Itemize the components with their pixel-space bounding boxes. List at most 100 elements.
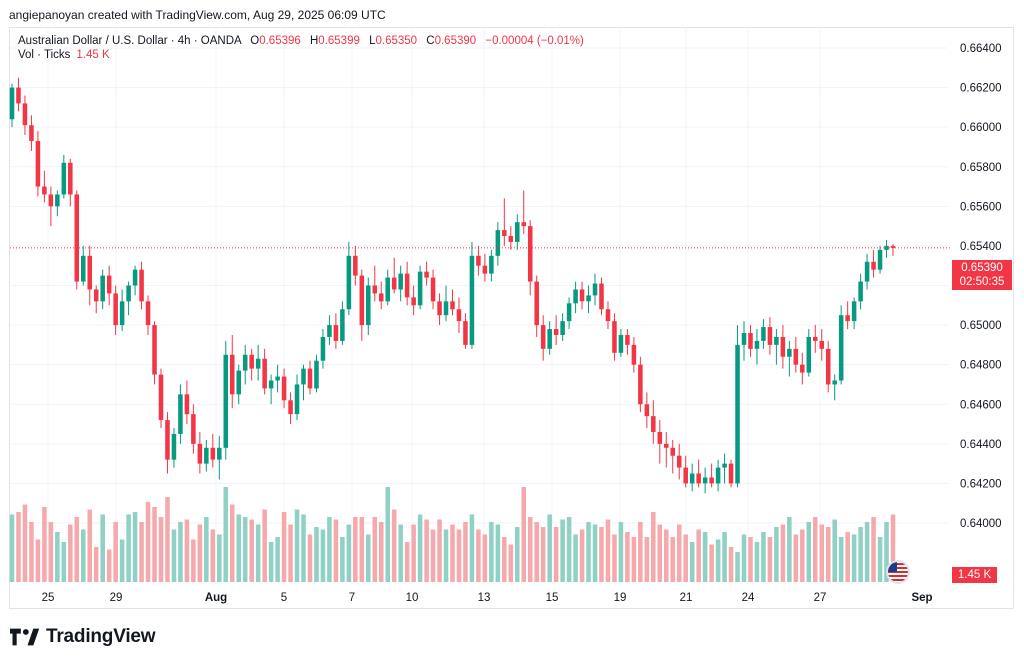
candle-body xyxy=(262,358,267,389)
candle-body xyxy=(774,336,779,345)
volume-bar xyxy=(812,517,818,582)
candle-body xyxy=(832,380,837,385)
candle-body xyxy=(314,360,319,389)
last-price-tag: 0.65390 02:50:35 xyxy=(952,260,1012,290)
volume-bar xyxy=(748,537,753,582)
time-tick-label: 25 xyxy=(42,592,55,604)
candle-body xyxy=(333,325,339,341)
candle-body xyxy=(9,87,15,120)
candle-body xyxy=(255,358,261,369)
volume-bar xyxy=(61,542,67,582)
price-tick-label: 0.64200 xyxy=(960,478,1002,490)
volume-bar xyxy=(249,519,254,582)
time-tick-label: 27 xyxy=(814,592,827,604)
volume-bar xyxy=(709,544,714,582)
volume-bar xyxy=(864,522,870,582)
candle-body xyxy=(638,364,643,405)
volume-bar xyxy=(592,524,598,582)
candle-body xyxy=(540,325,546,349)
candle-body xyxy=(845,315,850,322)
price-tick-label: 0.65600 xyxy=(960,201,1002,213)
volume-bar xyxy=(534,522,539,582)
brand-name: TradingView xyxy=(46,626,156,647)
volume-value: 1.45 K xyxy=(76,49,110,61)
volume-bar xyxy=(9,514,15,582)
candle-body xyxy=(204,447,209,464)
volume-bar xyxy=(463,522,468,582)
volume-bar xyxy=(262,509,267,582)
volume-bar xyxy=(683,534,688,582)
us-flag-icon[interactable] xyxy=(886,560,910,584)
volume-bar xyxy=(29,522,34,582)
volume-bar xyxy=(877,537,883,582)
candle-body xyxy=(728,463,734,484)
volume-bar xyxy=(547,514,552,582)
time-tick-label: 5 xyxy=(281,592,287,604)
volume-bar xyxy=(819,524,825,582)
candle-body xyxy=(625,334,630,345)
volume-bar xyxy=(767,537,773,582)
volume-bar xyxy=(417,514,423,582)
volume-bars xyxy=(9,487,896,582)
candle-body xyxy=(864,261,870,282)
volume-tag: 1.45 K xyxy=(952,567,997,583)
volume-bar xyxy=(735,552,740,582)
volume-bar xyxy=(307,534,313,582)
volume-bar xyxy=(489,522,494,582)
volume-bar xyxy=(158,517,164,582)
symbol-title: Australian Dollar / U.S. Dollar · 4h · O… xyxy=(18,35,242,47)
candle-body xyxy=(599,283,604,310)
time-tick-label: 15 xyxy=(546,592,559,604)
candle-body xyxy=(404,273,410,298)
candle-body xyxy=(29,125,34,142)
volume-bar xyxy=(236,514,241,582)
candle-body xyxy=(890,245,896,248)
volume-bar xyxy=(845,532,850,582)
volume-bar xyxy=(871,517,876,582)
open-value: 0.65396 xyxy=(259,35,301,47)
candle-body xyxy=(651,416,656,432)
time-tick-label: Aug xyxy=(205,592,227,604)
candle-body xyxy=(100,275,105,302)
volume-bar xyxy=(16,512,21,582)
volume-bar xyxy=(178,522,183,582)
grid-lines xyxy=(10,27,948,585)
chart-credit: angiepanoyan created with TradingView.co… xyxy=(9,8,386,22)
candle-body xyxy=(217,447,222,460)
candle-body xyxy=(139,269,144,302)
volume-bar xyxy=(825,527,831,582)
candle-body xyxy=(709,477,714,484)
time-tick-label: 13 xyxy=(478,592,491,604)
chart-frame xyxy=(9,27,1014,609)
volume-bar xyxy=(851,534,857,582)
time-tick-label: 19 xyxy=(614,592,627,604)
candle-body xyxy=(229,354,235,395)
volume-bar xyxy=(424,519,429,582)
time-tick-label: 10 xyxy=(406,592,419,604)
time-tick-label: Sep xyxy=(911,592,932,604)
volume-bar xyxy=(139,522,144,582)
volume-bar xyxy=(741,534,747,582)
volume-bar xyxy=(787,517,792,582)
price-tick-label: 0.64800 xyxy=(960,360,1002,372)
candle-body xyxy=(346,255,352,310)
price-tick-label: 0.64600 xyxy=(960,399,1002,411)
candle-body xyxy=(113,293,118,326)
candle-body xyxy=(696,473,701,484)
close-value: 0.65390 xyxy=(434,35,477,47)
change-value: −0.00004 (−0.01%) xyxy=(485,35,584,47)
volume-bar xyxy=(197,524,203,582)
candle-body xyxy=(806,336,812,373)
volume-bar xyxy=(437,519,442,582)
volume-bar xyxy=(398,524,403,582)
tradingview-brand[interactable]: TradingView xyxy=(10,626,156,648)
candle-body xyxy=(158,374,164,421)
candle-body xyxy=(605,309,611,322)
volume-bar xyxy=(832,519,837,582)
volume-bar xyxy=(372,517,378,582)
candle-body xyxy=(132,269,138,286)
candle-body xyxy=(741,333,747,345)
volume-bar xyxy=(106,549,112,582)
candle-body xyxy=(521,222,527,227)
